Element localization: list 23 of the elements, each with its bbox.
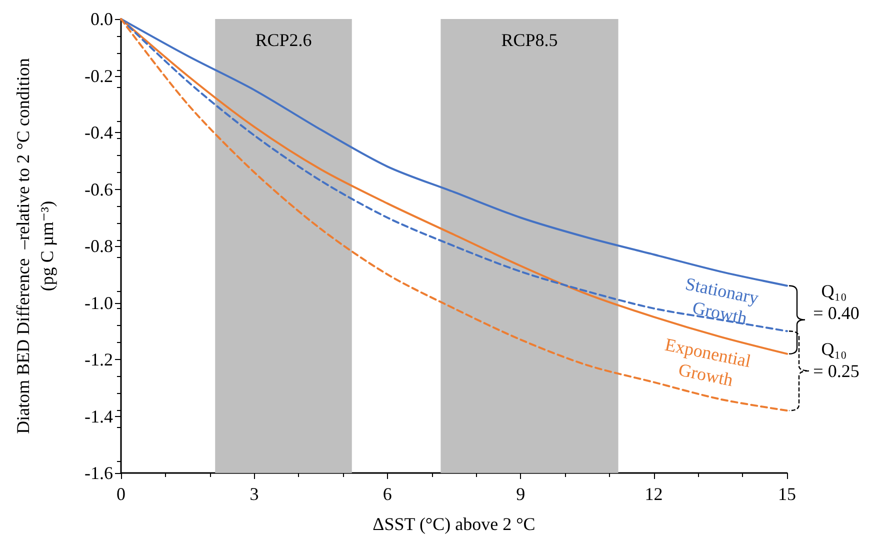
text: Q₁₀ = 0.40 <box>808 281 860 323</box>
x-tick-label: 9 <box>516 484 526 504</box>
x-tick-label: 6 <box>382 484 392 504</box>
y-tick-label: -1.4 <box>84 406 113 426</box>
y-tick-label: -0.6 <box>84 179 113 200</box>
y-tick-label: -1.2 <box>84 350 113 370</box>
y-axis-title: Diatom BED Difference –relative to 2 °C condition (pg C µm⁻³) <box>13 58 57 434</box>
band-label: RCP8.5 <box>501 30 558 50</box>
x-tick-label: 12 <box>644 484 663 504</box>
y-tick-label: -1.6 <box>84 463 113 483</box>
band-label: RCP2.6 <box>255 30 312 50</box>
y-tick-label: -0.2 <box>84 66 113 86</box>
y-tick-label: -0.8 <box>84 236 113 256</box>
text: Q₁₀ = 0.25 <box>808 339 860 381</box>
y-tick-label: -0.4 <box>84 122 113 142</box>
x-tick-label: 15 <box>778 484 796 504</box>
y-tick-label: 0.0 <box>90 9 113 29</box>
x-tick-label: 3 <box>250 484 259 504</box>
y-tick-label: -1.0 <box>84 292 113 313</box>
x-tick-label: 0 <box>116 484 126 504</box>
annotation: Stationary Growth <box>684 274 765 328</box>
x-axis-title: ΔSST (°C) above 2 °C <box>372 514 536 534</box>
annotation: Exponential Growth <box>663 334 758 390</box>
